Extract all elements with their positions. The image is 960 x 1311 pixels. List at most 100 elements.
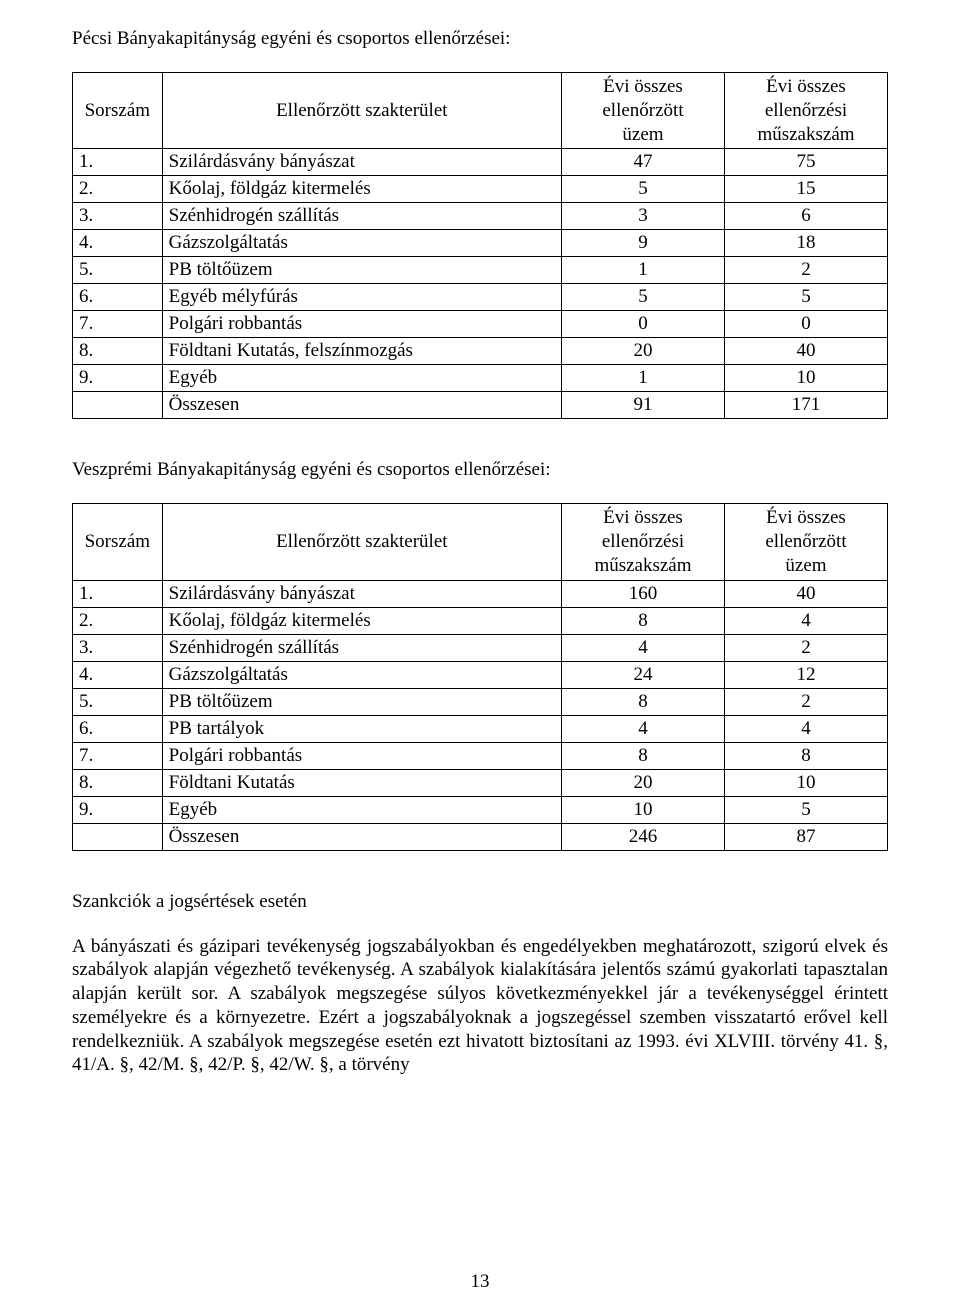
cell-area: PB töltőüzem xyxy=(162,257,561,284)
cell-v2: 2 xyxy=(724,257,887,284)
table-row-total: Összesen91171 xyxy=(73,392,888,419)
cell-num: 9. xyxy=(73,796,163,823)
cell-area: Egyéb mélyfúrás xyxy=(162,284,561,311)
cell-v2: 4 xyxy=(724,607,887,634)
col-header-area: Ellenőrzött szakterület xyxy=(162,504,561,580)
cell-v2: 2 xyxy=(724,688,887,715)
table-row: 3.Szénhidrogén szállítás42 xyxy=(73,634,888,661)
cell-v1: 9 xyxy=(561,230,724,257)
cell-num: 8. xyxy=(73,769,163,796)
cell-v2: 10 xyxy=(724,769,887,796)
table-header-row: Sorszám Ellenőrzött szakterület Évi össz… xyxy=(73,504,888,580)
col-header-muszakszam: Évi összesellenőrzésiműszakszám xyxy=(561,504,724,580)
cell-v2: 5 xyxy=(724,796,887,823)
cell-v1: 91 xyxy=(561,392,724,419)
cell-num: 2. xyxy=(73,176,163,203)
sanctions-heading: Szankciók a jogsértések esetén xyxy=(72,891,888,913)
cell-v1: 24 xyxy=(561,661,724,688)
cell-num: 8. xyxy=(73,338,163,365)
cell-v2: 8 xyxy=(724,742,887,769)
section1-title: Pécsi Bányakapitányság egyéni és csoport… xyxy=(72,28,888,50)
col-header-uzem: Évi összesellenőrzöttüzem xyxy=(724,504,887,580)
cell-num: 4. xyxy=(73,661,163,688)
cell-v1: 8 xyxy=(561,688,724,715)
table-row-total: Összesen24687 xyxy=(73,823,888,850)
cell-v2: 18 xyxy=(724,230,887,257)
cell-area: Gázszolgáltatás xyxy=(162,230,561,257)
table-row: 2.Kőolaj, földgáz kitermelés84 xyxy=(73,607,888,634)
cell-v2: 15 xyxy=(724,176,887,203)
cell-v1: 4 xyxy=(561,634,724,661)
cell-v2: 10 xyxy=(724,365,887,392)
cell-v1: 20 xyxy=(561,338,724,365)
cell-v2: 4 xyxy=(724,715,887,742)
table-row: 4.Gázszolgáltatás2412 xyxy=(73,661,888,688)
cell-area: Földtani Kutatás xyxy=(162,769,561,796)
table-row: 4.Gázszolgáltatás918 xyxy=(73,230,888,257)
table-row: 6.Egyéb mélyfúrás55 xyxy=(73,284,888,311)
table-row: 5.PB töltőüzem82 xyxy=(73,688,888,715)
cell-v1: 8 xyxy=(561,742,724,769)
cell-v1: 246 xyxy=(561,823,724,850)
table-header-row: Sorszám Ellenőrzött szakterület Évi össz… xyxy=(73,73,888,149)
table-body: 1.Szilárdásvány bányászat47752.Kőolaj, f… xyxy=(73,149,888,419)
cell-num: 9. xyxy=(73,365,163,392)
cell-area: Összesen xyxy=(162,392,561,419)
cell-v2: 40 xyxy=(724,580,887,607)
col-header-sorszam: Sorszám xyxy=(73,504,163,580)
table-veszpremi: Sorszám Ellenőrzött szakterület Évi össz… xyxy=(72,503,888,850)
sanctions-paragraph: A bányászati és gázipari tevékenység jog… xyxy=(72,935,888,1078)
table-row: 3.Szénhidrogén szállítás36 xyxy=(73,203,888,230)
cell-area: Szénhidrogén szállítás xyxy=(162,634,561,661)
cell-num: 6. xyxy=(73,284,163,311)
cell-area: Polgári robbantás xyxy=(162,742,561,769)
section2-title: Veszprémi Bányakapitányság egyéni és cso… xyxy=(72,459,888,481)
cell-area: Szilárdásvány bányászat xyxy=(162,580,561,607)
cell-area: Kőolaj, földgáz kitermelés xyxy=(162,607,561,634)
cell-v1: 0 xyxy=(561,311,724,338)
cell-v2: 6 xyxy=(724,203,887,230)
cell-area: Polgári robbantás xyxy=(162,311,561,338)
cell-num: 5. xyxy=(73,688,163,715)
table-row: 1.Szilárdásvány bányászat16040 xyxy=(73,580,888,607)
cell-num: 7. xyxy=(73,311,163,338)
cell-num: 4. xyxy=(73,230,163,257)
table-row: 8.Földtani Kutatás2010 xyxy=(73,769,888,796)
table-row: 8.Földtani Kutatás, felszínmozgás2040 xyxy=(73,338,888,365)
table-row: 7.Polgári robbantás00 xyxy=(73,311,888,338)
cell-area: Egyéb xyxy=(162,796,561,823)
cell-num xyxy=(73,823,163,850)
cell-v1: 5 xyxy=(561,284,724,311)
cell-v2: 12 xyxy=(724,661,887,688)
table-row: 9.Egyéb110 xyxy=(73,365,888,392)
cell-v1: 8 xyxy=(561,607,724,634)
cell-v2: 171 xyxy=(724,392,887,419)
cell-area: Kőolaj, földgáz kitermelés xyxy=(162,176,561,203)
cell-num: 2. xyxy=(73,607,163,634)
cell-area: Szénhidrogén szállítás xyxy=(162,203,561,230)
cell-area: PB tartályok xyxy=(162,715,561,742)
cell-v2: 87 xyxy=(724,823,887,850)
cell-area: Gázszolgáltatás xyxy=(162,661,561,688)
cell-num: 5. xyxy=(73,257,163,284)
cell-num: 7. xyxy=(73,742,163,769)
table-body: 1.Szilárdásvány bányászat160402.Kőolaj, … xyxy=(73,580,888,850)
cell-v1: 1 xyxy=(561,365,724,392)
table-row: 9.Egyéb105 xyxy=(73,796,888,823)
cell-num xyxy=(73,392,163,419)
cell-num: 1. xyxy=(73,149,163,176)
cell-v2: 40 xyxy=(724,338,887,365)
table-row: 7.Polgári robbantás88 xyxy=(73,742,888,769)
col-header-uzem: Évi összesellenőrzöttüzem xyxy=(561,73,724,149)
table-row: 2.Kőolaj, földgáz kitermelés515 xyxy=(73,176,888,203)
cell-v2: 0 xyxy=(724,311,887,338)
col-header-muszakszam: Évi összesellenőrzésiműszakszám xyxy=(724,73,887,149)
cell-v1: 4 xyxy=(561,715,724,742)
cell-num: 6. xyxy=(73,715,163,742)
cell-area: Egyéb xyxy=(162,365,561,392)
cell-v1: 20 xyxy=(561,769,724,796)
table-pecsi: Sorszám Ellenőrzött szakterület Évi össz… xyxy=(72,72,888,419)
cell-area: Földtani Kutatás, felszínmozgás xyxy=(162,338,561,365)
cell-v1: 5 xyxy=(561,176,724,203)
cell-num: 3. xyxy=(73,203,163,230)
